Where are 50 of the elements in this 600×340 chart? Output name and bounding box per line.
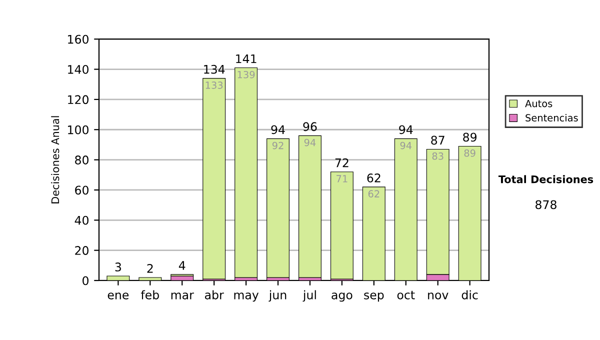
data-label: 71 bbox=[336, 175, 348, 182]
data-label: 133 bbox=[206, 82, 223, 89]
y-tick-label: 140 bbox=[68, 65, 88, 74]
x-tick-label: ene bbox=[108, 292, 129, 300]
total-label: 2 bbox=[147, 264, 153, 273]
total-label: 87 bbox=[431, 136, 444, 145]
y-tick-label: 40 bbox=[74, 216, 88, 225]
data-label: 92 bbox=[272, 142, 284, 150]
total-label: 4 bbox=[178, 261, 186, 270]
text: 878 bbox=[536, 200, 556, 210]
total-label: 134 bbox=[204, 64, 225, 74]
x-tick-label: oct bbox=[397, 290, 415, 300]
total-label: 72 bbox=[335, 158, 348, 168]
y-axis-title: Decisiones Anual bbox=[51, 116, 60, 204]
x-tick-label: mar bbox=[171, 292, 194, 300]
total-label: 62 bbox=[367, 173, 380, 182]
total-label: 89 bbox=[463, 132, 476, 142]
data-label: 94 bbox=[304, 138, 316, 146]
data-label: 62 bbox=[368, 190, 380, 198]
x-tick-label: jul bbox=[302, 290, 316, 302]
total-label: 3 bbox=[115, 262, 121, 272]
y-tick-label: 20 bbox=[75, 246, 88, 255]
legend-label: Sentencias bbox=[526, 114, 578, 122]
data-label: 89 bbox=[464, 149, 476, 157]
y-tick-label: 60 bbox=[75, 186, 88, 195]
y-tick-label: 120 bbox=[68, 95, 88, 104]
x-tick-label: feb bbox=[140, 290, 159, 300]
y-tick-label: 100 bbox=[68, 125, 88, 134]
total-label: 141 bbox=[236, 54, 256, 64]
data-label: 83 bbox=[432, 152, 444, 160]
bar bbox=[298, 135, 322, 278]
x-tick-label: dic bbox=[462, 290, 478, 300]
bar bbox=[266, 138, 290, 278]
data-label: 139 bbox=[238, 70, 255, 78]
text: Total Decisiones bbox=[498, 175, 594, 184]
legend-label: Autos bbox=[525, 100, 552, 108]
y-tick-label: 160 bbox=[68, 34, 88, 44]
y-tick-label: 80 bbox=[75, 156, 88, 164]
x-tick-label: jun bbox=[268, 290, 286, 302]
x-tick-label: ago bbox=[332, 292, 352, 302]
x-tick-label: nov bbox=[428, 292, 448, 300]
x-tick-label: sep bbox=[364, 292, 384, 302]
total-label: 94 bbox=[399, 125, 413, 134]
total-label: 96 bbox=[303, 122, 317, 132]
x-tick-label: may bbox=[234, 292, 259, 302]
data-label: 94 bbox=[400, 142, 412, 150]
total-label: 94 bbox=[271, 125, 285, 134]
x-tick-label: abr bbox=[205, 290, 224, 300]
y-tick-label: 0 bbox=[82, 276, 88, 286]
bar bbox=[234, 67, 258, 278]
